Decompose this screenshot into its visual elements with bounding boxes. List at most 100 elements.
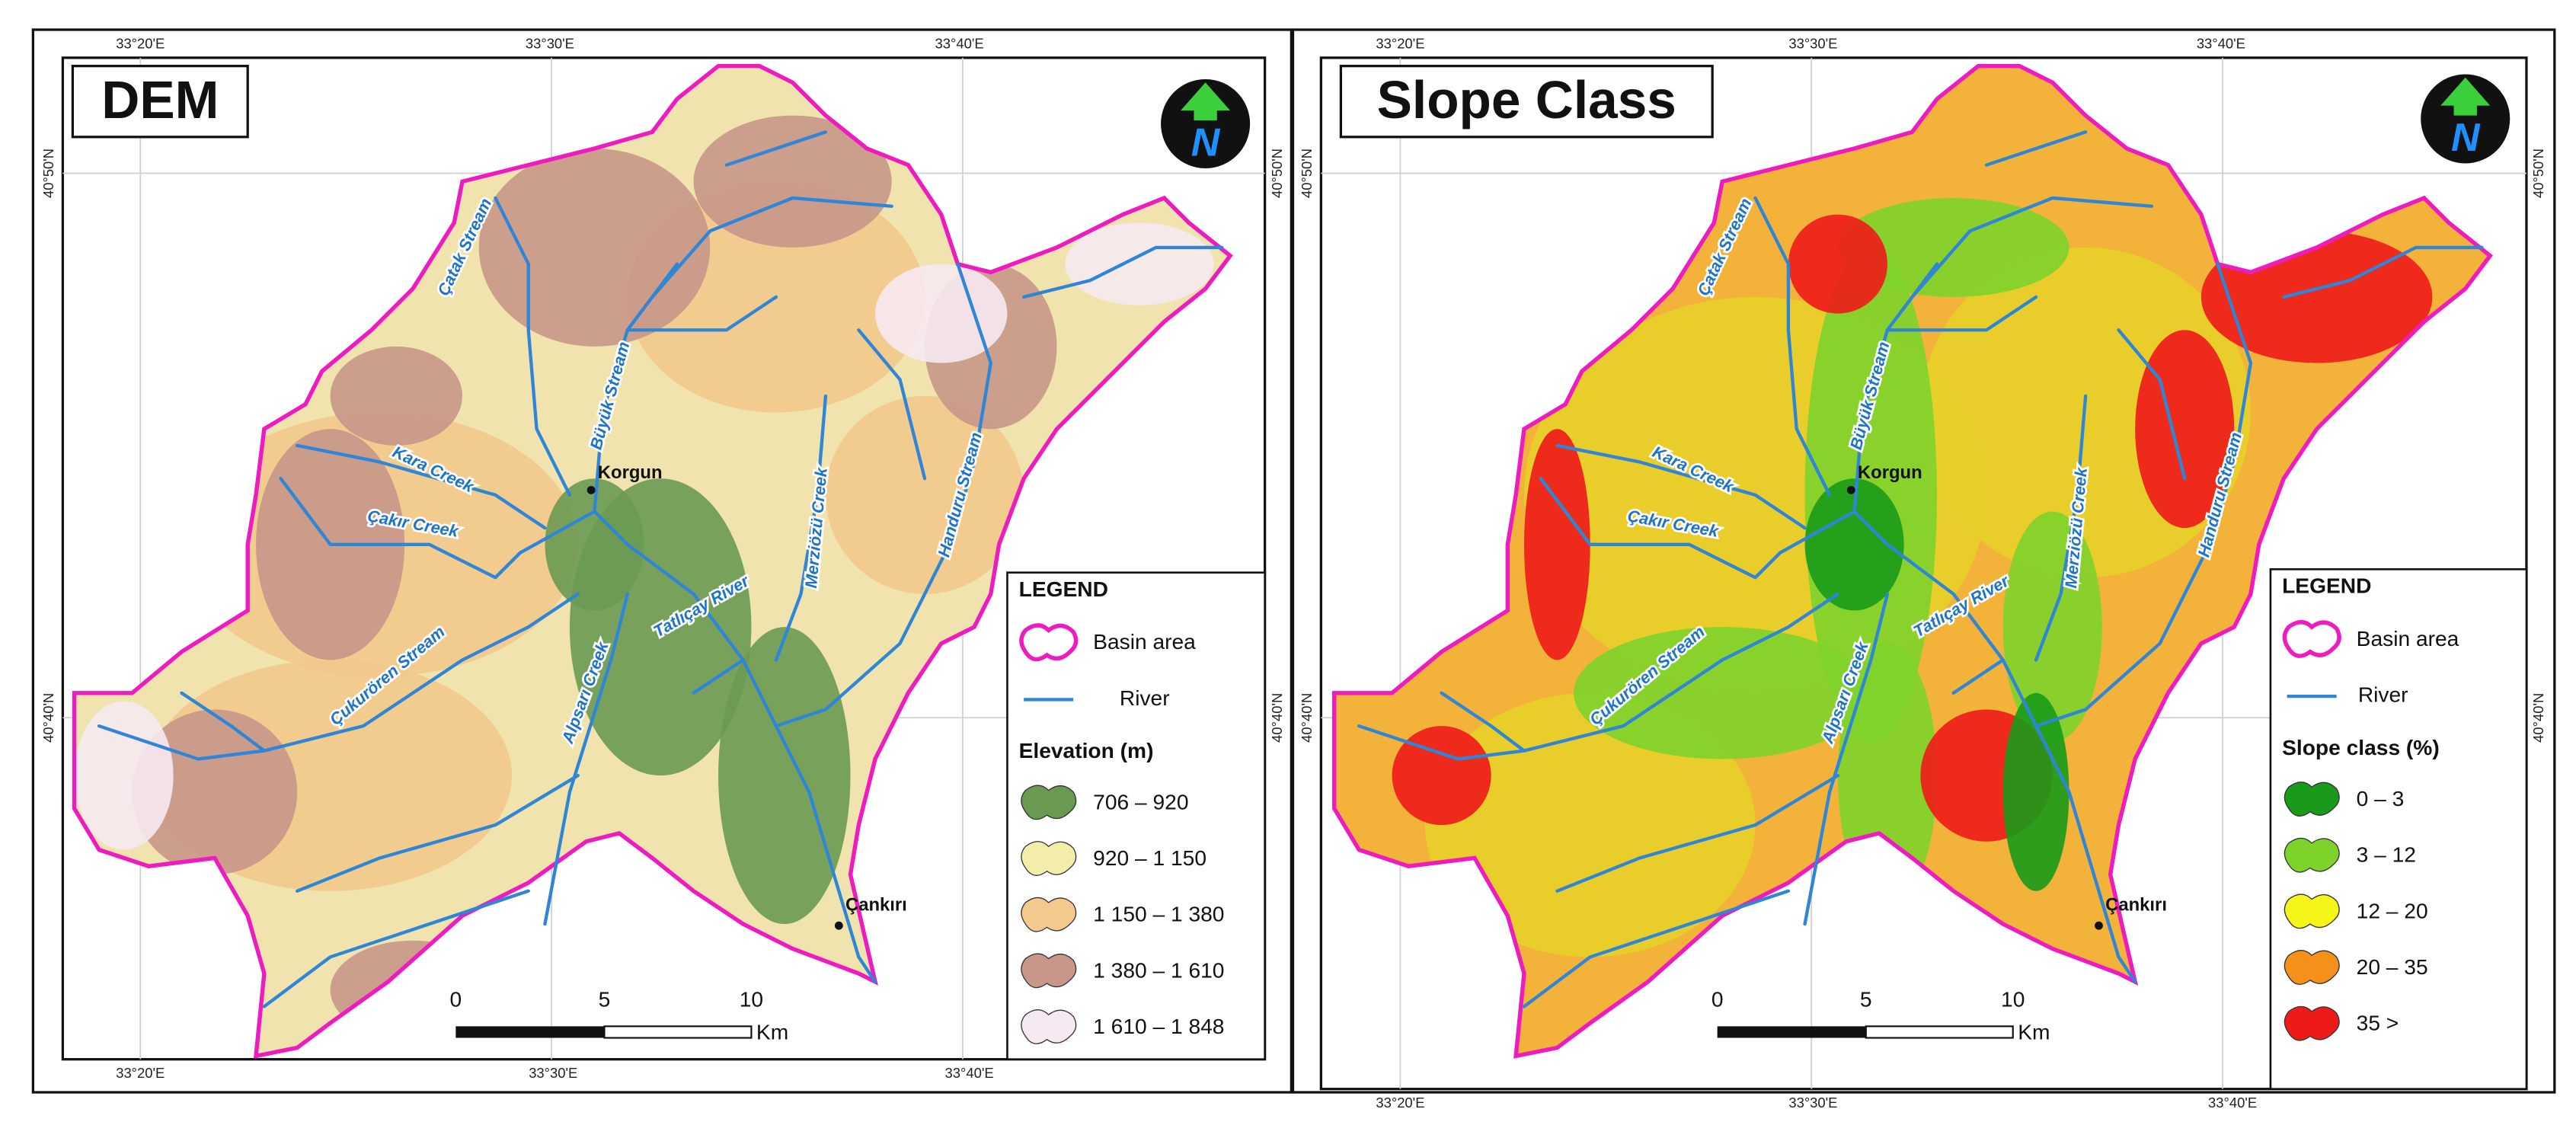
north-arrow-bg (1161, 78, 1251, 168)
map-title: DEM (101, 70, 219, 129)
coord-label: 40°50'N (1299, 149, 1315, 198)
terrain-patch (330, 346, 463, 446)
legend-swatch (2284, 782, 2340, 817)
scale-tick: 0 (450, 986, 462, 1011)
town-label: Çankırı (2105, 895, 2167, 916)
scale-tick: 10 (2001, 986, 2025, 1011)
river (296, 773, 580, 893)
river (518, 510, 877, 984)
river (1357, 592, 1840, 761)
terrain-patch (1788, 214, 1887, 314)
terrain-patch (545, 478, 644, 611)
terrain-patch (718, 627, 851, 925)
town-label: Korgun (1858, 462, 1922, 483)
coord-label: 33°20'E (116, 35, 165, 51)
river (1021, 245, 1224, 299)
terrain-patch (1392, 726, 1491, 826)
river (2034, 262, 2253, 728)
legend-class-title: Elevation (m) (1019, 738, 1154, 762)
coord-label: 40°50'N (40, 149, 56, 198)
legend-class-title: Slope class (%) (2282, 735, 2440, 759)
scale-unit: Km (2018, 1020, 2050, 1044)
river (857, 328, 927, 481)
legend-title: LEGEND (1019, 577, 1108, 601)
legend-label: River (1120, 686, 1170, 710)
town-label: Korgun (598, 462, 663, 483)
north-arrow-bg (2421, 74, 2510, 164)
legend-label: 0 – 3 (2357, 786, 2405, 810)
coord-label: 40°40'N (40, 693, 56, 743)
north-label: N (1191, 120, 1221, 165)
coord-label: 33°30'E (529, 1065, 577, 1081)
river (1555, 443, 1807, 530)
scale-bar (455, 1026, 605, 1038)
map-panel: 33°20'E 33°30'E 33°40'E 33°20'E 33°30'E 33°40… (1291, 28, 2556, 1111)
terrain-patch (875, 264, 1008, 363)
terrain-patch (2002, 511, 2102, 743)
legend-label: 706 – 920 (1093, 789, 1188, 814)
river (1910, 196, 2154, 299)
river (1539, 477, 1782, 580)
legend-label: 1 610 – 1 848 (1093, 1014, 1224, 1038)
legend-label: 3 – 12 (2357, 842, 2416, 867)
legend-label: River (2358, 682, 2408, 707)
legend-label: Basin area (1093, 629, 1196, 654)
legend-swatch (1021, 897, 1077, 932)
river (1778, 510, 2137, 984)
legend-label: 12 – 20 (2357, 898, 2428, 922)
legend-swatch (1021, 841, 1077, 876)
river (650, 196, 893, 299)
basin-outline (1331, 63, 2494, 1059)
terrain-patch (1524, 429, 1590, 660)
basin-outline (72, 63, 1233, 1059)
coord-label: 33°30'E (1788, 35, 1837, 51)
river (2034, 394, 2088, 662)
legend-box (2269, 568, 2528, 1090)
river (2117, 328, 2187, 481)
town-dot (834, 921, 843, 930)
town-dot (2095, 921, 2103, 930)
terrain-patch (2002, 692, 2069, 891)
coord-label: 40°40'N (1269, 693, 1285, 743)
river (692, 658, 745, 695)
legend-swatch (1021, 785, 1077, 820)
river (625, 295, 778, 332)
legend-swatch (2282, 619, 2341, 658)
terrain-patch (1574, 627, 1871, 759)
legend-swatch (2284, 950, 2340, 985)
coord-label: 40°40'N (2530, 693, 2546, 743)
river (1753, 196, 1832, 497)
coord-label: 33°30'E (1788, 1095, 1837, 1111)
terrain-patch (693, 115, 892, 248)
river (774, 394, 828, 662)
legend-label: Basin area (2357, 626, 2459, 651)
terrain-patch (1424, 692, 1756, 957)
north-arrow (2440, 77, 2491, 116)
river (1555, 773, 1840, 893)
title-box (1339, 65, 1714, 139)
town-label: Çankırı (845, 895, 907, 916)
terrain (1392, 197, 2433, 957)
scale-bar (1865, 1025, 2014, 1039)
legend-swatch (1021, 953, 1077, 989)
legend-swatch (1019, 623, 1079, 662)
legend-swatch (1021, 1009, 1077, 1044)
river (97, 592, 580, 761)
coord-label: 33°20'E (116, 1065, 165, 1081)
legend-label: 20 – 35 (2357, 954, 2428, 979)
scale-tick: 5 (1860, 986, 1872, 1011)
coord-label: 33°30'E (526, 35, 574, 51)
terrain-patch (478, 148, 711, 347)
river (1522, 889, 1791, 1009)
north-arrow (1181, 82, 1231, 121)
river (1951, 658, 2005, 695)
coord-label: 40°40'N (1299, 693, 1315, 743)
terrain-patch (825, 395, 1024, 594)
river (2282, 245, 2484, 299)
town-dot (586, 485, 596, 494)
coord-label: 40°50'N (2530, 149, 2546, 198)
legend-title: LEGEND (2282, 574, 2371, 598)
